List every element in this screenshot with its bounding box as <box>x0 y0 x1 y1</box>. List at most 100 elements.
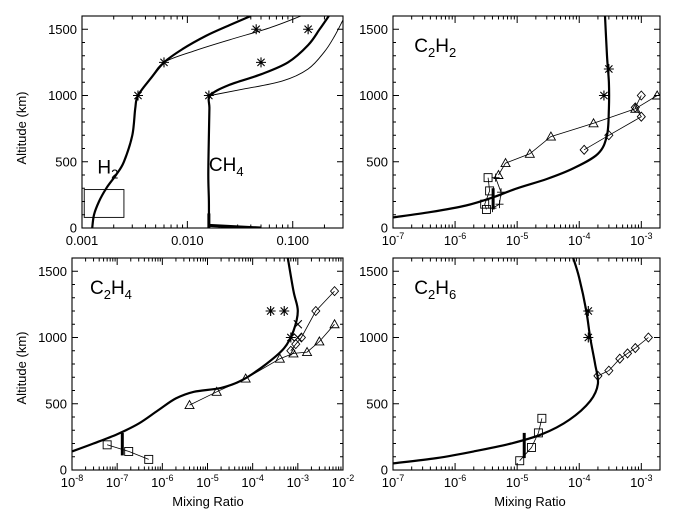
panel-c2h2-c2h2-obs-diamonds-point <box>579 144 589 156</box>
panel-c2h2-c2h2-obs-triangles-point <box>524 148 536 158</box>
panel-c2h2-c2h2-obs-diamonds-point <box>636 90 646 101</box>
panel-c2h6-ytick-label: 1500 <box>359 264 388 279</box>
panel-c2h6-c2h6-obs-diamonds-point <box>604 365 614 376</box>
panel-c2h2-c2h2-obs-triangles-point <box>588 117 599 128</box>
panel-c2h4-c2h4-obs-triangles-point <box>240 373 251 383</box>
panel-c2h6-c2h6-obs-squares-point <box>527 443 536 452</box>
panel-c2h6-c2h6-obs-diamonds-point <box>615 353 625 364</box>
panel-c2h6-c2h6-stars-point <box>583 332 594 343</box>
panel-c2h6-xtick-label: 10-3 <box>630 473 652 490</box>
panel-c2h2-c2h2-obs-triangles-line <box>498 95 658 176</box>
panel-c2h6-c2h6-obs-squares-point <box>537 413 547 423</box>
panel-h2-ch4-ytick-label: 500 <box>55 154 77 169</box>
panel-c2h4-c2h4-crosses-point <box>293 333 303 342</box>
panel-h2-ch4-ytick-label: 1500 <box>48 22 77 37</box>
panel-c2h2-c2h2-obs-plus-point <box>497 188 506 197</box>
panel-c2h4-c2h4-stars-point <box>265 306 276 316</box>
panel-c2h4-plot-area <box>72 258 340 464</box>
panel-c2h2-c2h2-obs-diamonds-point <box>630 102 640 113</box>
panel-c2h6: 0 500 1000 1500 10-7 10-6 10-5 10-4 10-3 C2H6 <box>359 257 661 490</box>
panel-h2-ch4-ch4-stars-point <box>203 90 214 101</box>
panel-c2h4-c2h4-obs-triangles-point <box>211 386 222 396</box>
panel-c2h6-species-label: C2H6 <box>414 278 456 302</box>
panel-h2-ch4-species-label: H2 <box>97 158 118 182</box>
panel-h2-ch4-frame <box>81 15 344 229</box>
panel-c2h2-c2h2-model-line <box>393 16 611 219</box>
panel-h2-ch4-h2-stars-point <box>132 90 143 101</box>
panel-c2h4-c2h4-obs-diamonds-point <box>329 285 340 297</box>
panel-h2-ch4-species-label: CH4 <box>209 155 244 179</box>
panel-c2h2-plot-area <box>393 16 660 219</box>
panels: 0 500 1000 1500 0.001 0.010 0.100 H2 CH4 0 500 1000… <box>38 15 661 490</box>
panel-c2h2-c2h2-obs-triangles-point <box>500 157 511 168</box>
panel-c2h4-c2h4-crosses-point <box>293 319 303 329</box>
panel-c2h4-c2h4-obs-diamonds-point <box>311 305 321 317</box>
panel-c2h4-xtick-label: 10-4 <box>241 473 263 490</box>
panel-h2-ch4-ch4-surface <box>208 223 262 228</box>
panel-h2-ch4-xtick-label: 0.100 <box>276 233 309 248</box>
panel-c2h2-ytick-label: 500 <box>366 154 388 169</box>
panel-h2-ch4-h2-stars-point <box>158 57 169 68</box>
panel-c2h4-c2h4-obs-diamonds-point <box>286 345 296 356</box>
panel-c2h4-c2h4-stars-point <box>279 306 290 316</box>
panel-h2-ch4-ch4-alt-model-line <box>210 19 343 96</box>
panel-c2h4-c2h4-obs-squares-point <box>124 447 134 456</box>
panel-c2h6-xtick-label: 10-5 <box>506 473 528 490</box>
panel-c2h4-c2h4-model-line <box>72 258 299 453</box>
panel-c2h6-c2h6-obs-squares-point <box>515 456 525 466</box>
panel-c2h6-ytick-label: 1000 <box>359 330 388 345</box>
panel-c2h2-ytick-label: 1000 <box>359 88 388 103</box>
x-axis-label-right: Mixing Ratio <box>494 494 566 509</box>
panel-c2h4-c2h4-obs-triangles-point <box>288 347 299 358</box>
panel-c2h6-ytick-label: 0 <box>381 463 388 478</box>
panel-h2-ch4-h2-alt-model-line <box>137 16 302 96</box>
y-axis-label-bottom: Altitude (km) <box>14 332 29 405</box>
panel-c2h4-c2h4-obs-triangles-line <box>189 324 335 406</box>
panel-c2h4-c2h4-obs-triangles-point <box>314 336 325 346</box>
panel-c2h2-c2h2-obs-diamonds-point <box>636 111 646 122</box>
panel-c2h2: 0 500 1000 1500 10-7 10-6 10-5 10-4 10-3 C2H2 <box>359 15 661 248</box>
panel-h2-ch4-plot-area <box>91 16 343 228</box>
panel-c2h2-c2h2-obs-diamonds-point <box>604 130 614 141</box>
panel-h2-ch4-h2-model-line <box>91 16 252 228</box>
panel-c2h4-c2h4-obs-squares-point <box>102 440 112 450</box>
panel-c2h4-c2h4-obs-diamonds-point <box>291 338 301 350</box>
panel-c2h4: 0 500 1000 1500 10-8 10-7 10-6 10-5 10-4 10-3 10-2… <box>38 257 354 490</box>
panel-c2h4-xtick-label: 10-7 <box>106 473 128 490</box>
panel-c2h6-c2h6-obs-diamonds-point <box>643 332 653 343</box>
panel-c2h2-c2h2-obs-plus-line <box>492 177 502 209</box>
panel-c2h2-xtick-label: 10-4 <box>568 231 590 248</box>
panel-c2h4-xtick-label: 10-8 <box>61 473 83 490</box>
panel-c2h2-c2h2-obs-plus-point <box>491 173 500 182</box>
panel-c2h2-c2h2-obs-triangles-point <box>545 131 557 141</box>
panel-c2h4-ytick-label: 0 <box>60 463 67 478</box>
panel-c2h2-species-label: C2H2 <box>414 36 456 60</box>
panel-h2-ch4-region-box <box>83 189 125 218</box>
panel-c2h2-c2h2-obs-diamonds-line <box>583 95 642 151</box>
panel-c2h4-ytick-label: 1500 <box>38 264 67 279</box>
y-axis-label-top: Altitude (km) <box>14 92 29 165</box>
panel-c2h4-c2h4-obs-triangles-point <box>274 353 286 363</box>
panel-c2h4-c2h4-obs-squares-point <box>144 454 154 464</box>
panel-c2h4-xtick-label: 10-5 <box>196 473 218 490</box>
panel-c2h6-c2h6-obs-diamonds-point <box>622 348 633 359</box>
panel-c2h4-xtick-label: 10-6 <box>151 473 173 490</box>
panel-c2h6-c2h6-obs-diamonds-point <box>593 370 603 382</box>
panel-c2h6-xtick-label: 10-4 <box>568 473 590 490</box>
panel-c2h2-ytick-label: 1500 <box>359 22 388 37</box>
panel-c2h2-c2h2-obs-squares-line <box>484 177 491 210</box>
panel-c2h2-c2h2-obs-plus-point <box>495 200 504 209</box>
panel-c2h4-c2h4-obs-triangles-point <box>301 346 313 357</box>
panel-c2h4-c2h4-obs-triangles-point <box>329 318 340 329</box>
panel-h2-ch4-ytick-label: 0 <box>70 221 77 236</box>
panel-c2h2-ytick-label: 0 <box>381 221 388 236</box>
panel-c2h2-xtick-label: 10-6 <box>444 231 466 248</box>
panel-c2h4-species-label: C2H4 <box>90 278 132 302</box>
panel-c2h2-xtick-label: 10-3 <box>630 231 652 248</box>
panel-c2h4-xtick-label: 10-3 <box>287 473 309 490</box>
panel-c2h4-xtick-label: 10-2 <box>332 473 354 490</box>
panel-c2h2-c2h2-obs-triangles-point <box>493 169 504 179</box>
panel-c2h2-c2h2-obs-squares-point <box>481 204 491 214</box>
panel-h2-ch4-ytick-label: 1000 <box>48 88 77 103</box>
panel-h2-ch4: 0 500 1000 1500 0.001 0.010 0.100 H2 CH4 <box>48 15 344 248</box>
